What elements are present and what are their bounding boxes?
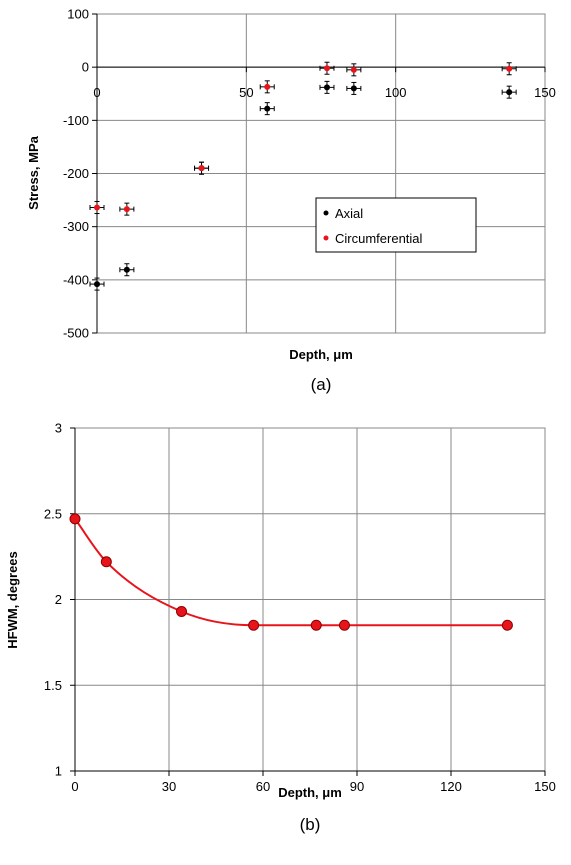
chart-b-hfwm: 3 2.5 2 1.5 1 0 30 60 90 120 150 Depth, μm HFWM, … bbox=[5, 421, 556, 835]
legend-marker-axial bbox=[323, 210, 329, 216]
y-tick-label: -400 bbox=[63, 272, 89, 287]
x-tick-label: 120 bbox=[440, 779, 462, 794]
marker bbox=[198, 165, 205, 172]
y-tick-label: -500 bbox=[63, 326, 89, 341]
marker bbox=[94, 204, 100, 211]
y-tick-label: 1.5 bbox=[44, 678, 62, 693]
axial-data-point bbox=[259, 102, 275, 116]
marker bbox=[350, 66, 357, 73]
x-tick-label: 100 bbox=[385, 85, 407, 100]
hfwm-data-point bbox=[310, 619, 322, 631]
marker bbox=[506, 65, 513, 72]
hfwm-data-point bbox=[100, 556, 112, 568]
axial-data-point bbox=[319, 80, 335, 94]
circumferential-data-point bbox=[319, 61, 335, 75]
chart-b-caption: (b) bbox=[300, 815, 321, 834]
hfwm-data-point bbox=[501, 619, 513, 631]
legend-marker-circumferential bbox=[323, 235, 329, 241]
y-tick-label: 0 bbox=[82, 60, 89, 75]
marker bbox=[264, 83, 271, 90]
legend-box bbox=[315, 197, 477, 253]
x-tick-label: 0 bbox=[93, 85, 100, 100]
x-tick-label: 30 bbox=[162, 779, 176, 794]
circumferential-data-point bbox=[346, 63, 362, 77]
x-tick-label: 90 bbox=[350, 779, 364, 794]
marker bbox=[506, 89, 513, 96]
y-tick-label: -200 bbox=[63, 166, 89, 181]
marker bbox=[123, 266, 130, 273]
marker bbox=[323, 84, 330, 91]
x-tick-label: 0 bbox=[71, 779, 78, 794]
x-tick-label: 150 bbox=[534, 779, 556, 794]
marker bbox=[323, 65, 330, 72]
circumferential-data-point bbox=[119, 202, 135, 216]
y-tick-label: -100 bbox=[63, 113, 89, 128]
y-tick-label: 100 bbox=[67, 7, 89, 22]
chart-a-y-axis-label: Stress, MPa bbox=[26, 135, 41, 209]
hfwm-data-point bbox=[176, 606, 188, 618]
chart-a-legend: Axial Circumferential bbox=[315, 197, 477, 253]
hfwm-data-point bbox=[248, 619, 260, 631]
x-tick-label: 60 bbox=[256, 779, 270, 794]
y-tick-label: 2 bbox=[55, 592, 62, 607]
circumferential-data-point bbox=[501, 62, 517, 76]
legend-label-axial: Axial bbox=[335, 206, 363, 221]
axial-data-point bbox=[119, 263, 135, 277]
y-tick-label: 2.5 bbox=[44, 506, 62, 521]
circumferential-data-point bbox=[89, 201, 105, 215]
marker bbox=[123, 206, 130, 213]
marker bbox=[350, 85, 357, 92]
chart-b-y-axis-label: HFWM, degrees bbox=[5, 551, 20, 649]
marker bbox=[94, 281, 100, 288]
axial-data-point bbox=[501, 85, 517, 99]
chart-a-x-axis-label: Depth, μm bbox=[289, 347, 353, 362]
chart-b-series-line bbox=[74, 518, 508, 627]
axial-data-point bbox=[346, 81, 362, 95]
y-tick-label: 1 bbox=[55, 764, 62, 779]
y-tick-label: 3 bbox=[55, 421, 62, 436]
hfwm-data-point bbox=[69, 513, 81, 525]
chart-a-caption: (a) bbox=[311, 375, 332, 394]
x-tick-label: 50 bbox=[239, 85, 253, 100]
chart-b-x-axis-label: Depth, μm bbox=[278, 785, 342, 800]
circumferential-data-point bbox=[194, 161, 210, 175]
legend-label-circumferential: Circumferential bbox=[335, 231, 423, 246]
x-tick-label: 150 bbox=[534, 85, 556, 100]
hfwm-data-point bbox=[338, 619, 350, 631]
y-tick-label: -300 bbox=[63, 219, 89, 234]
axial-data-point bbox=[89, 277, 105, 291]
marker bbox=[264, 105, 271, 112]
chart-a-stress: 100 0 -100 -200 -300 -400 -500 0 50 100 150 Axial… bbox=[26, 7, 556, 395]
circumferential-data-point bbox=[259, 80, 275, 94]
